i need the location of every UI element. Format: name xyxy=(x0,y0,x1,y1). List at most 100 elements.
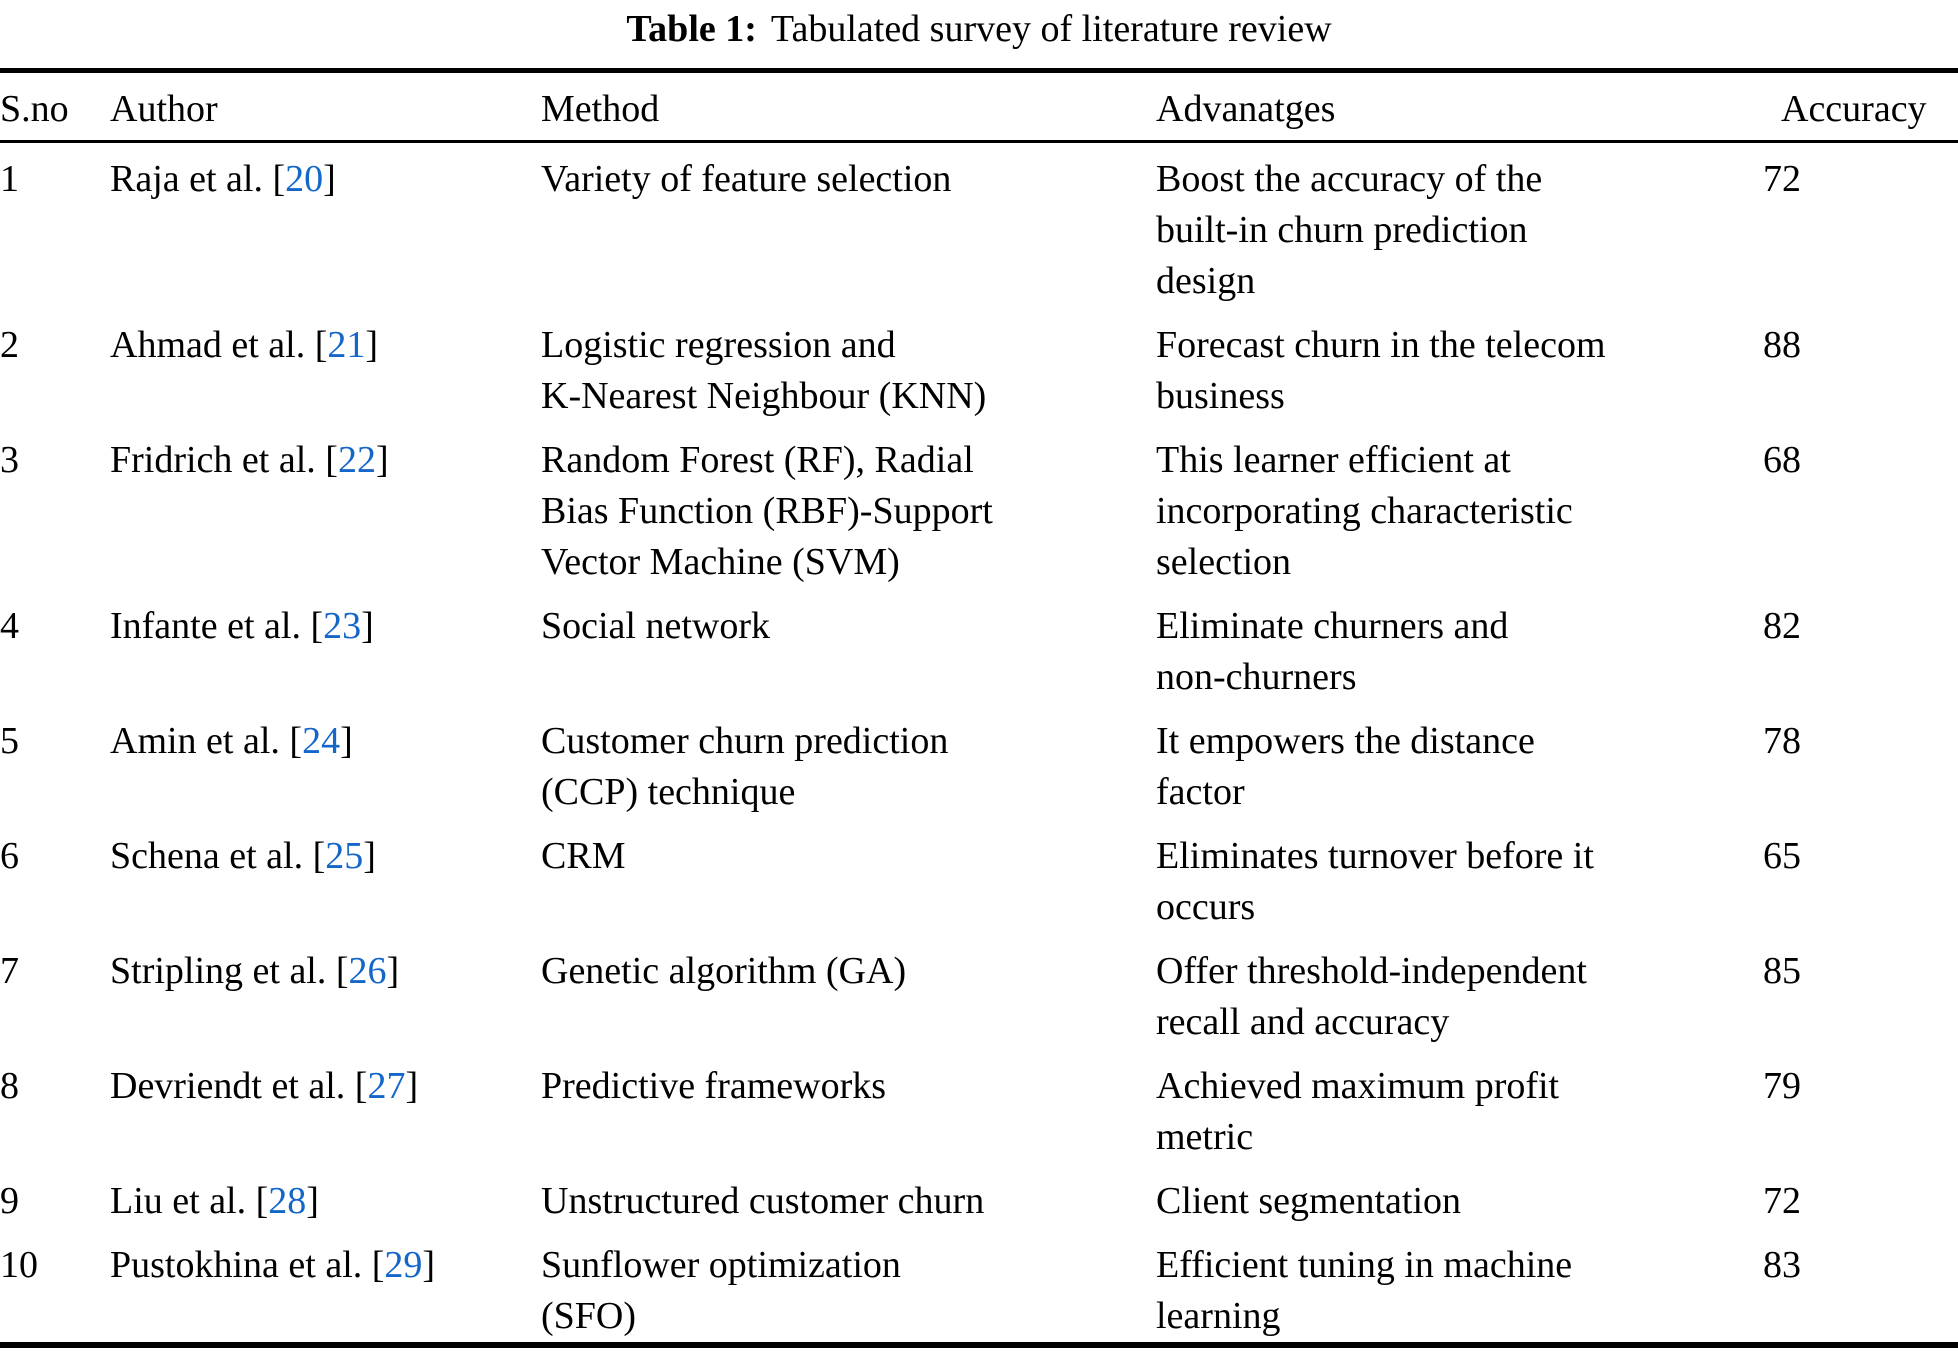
method-cell: Sunflower optimization (SFO) xyxy=(541,1244,901,1337)
accuracy-cell: 79 xyxy=(1763,1065,1801,1107)
author-cell: Liu et al. [28] xyxy=(110,1163,541,1227)
method-cell: Random Forest (RF), Radial Bias Function… xyxy=(541,439,993,583)
col-header-accuracy: Accuracy xyxy=(1781,88,1927,130)
table-row: 10 Pustokhina et al. [29] Sunflower optimi… xyxy=(0,1227,1958,1345)
advantages-cell: Eliminates turnover before it occurs xyxy=(1156,835,1594,928)
sno-cell: 6 xyxy=(0,835,19,877)
accuracy-cell: 78 xyxy=(1763,720,1801,762)
table-row: 2 Ahmad et al. [21] Logistic regression an… xyxy=(0,307,1958,422)
table-caption-label: Table 1: xyxy=(626,8,757,50)
sno-cell: 10 xyxy=(0,1244,38,1286)
table-caption-text: Tabulated survey of literature review xyxy=(770,8,1332,50)
advantages-cell: Boost the accuracy of the built-in churn… xyxy=(1156,158,1543,302)
advantages-cell: Achieved maximum profit metric xyxy=(1156,1065,1560,1158)
method-cell: Logistic regression and K-Nearest Neighb… xyxy=(541,324,987,417)
table-caption: Table 1: Tabulated survey of literature r… xyxy=(0,0,1958,54)
citation-bracket-open: [ xyxy=(315,439,338,481)
author-cell: Schena et al. [25] xyxy=(110,818,541,933)
author-name: Devriendt et al. xyxy=(110,1065,346,1107)
citation-ref-link[interactable]: 22 xyxy=(337,439,376,481)
sno-cell: 4 xyxy=(0,605,19,647)
sno-cell: 9 xyxy=(0,1180,19,1222)
table-body: 1 Raja et al. [20] Variety of feature sele… xyxy=(0,142,1958,1346)
author-cell: Pustokhina et al. [29] xyxy=(110,1227,541,1345)
advantages-cell: Efficient tuning in machine learning xyxy=(1156,1244,1573,1337)
header-row: S.no Author Method Advanatges Accuracy xyxy=(0,71,1958,142)
citation-ref-link[interactable]: 25 xyxy=(325,835,364,877)
accuracy-cell: 68 xyxy=(1763,439,1801,481)
author-name: Pustokhina et al. xyxy=(110,1244,363,1286)
citation-bracket-open: [ xyxy=(362,1244,385,1286)
citation-bracket-open: [ xyxy=(303,835,326,877)
table-row: 4 Infante et al. [23] Social network Elimin… xyxy=(0,588,1958,703)
citation-bracket-open: [ xyxy=(326,950,349,992)
citation-bracket-close: ] xyxy=(306,1180,319,1222)
method-cell: Customer churn prediction (CCP) techniqu… xyxy=(541,720,949,813)
author-name: Infante et al. xyxy=(110,605,301,647)
citation-bracket-close: ] xyxy=(386,950,400,992)
author-cell: Raja et al. [20] xyxy=(110,142,541,308)
citation-bracket-close: ] xyxy=(323,158,336,200)
citation-bracket-close: ] xyxy=(375,439,389,481)
method-cell: Social network xyxy=(541,605,771,647)
author-cell: Infante et al. [23] xyxy=(110,588,541,703)
accuracy-cell: 88 xyxy=(1763,324,1801,366)
author-cell: Devriendt et al. [27] xyxy=(110,1048,541,1163)
citation-ref-link[interactable]: 28 xyxy=(268,1180,307,1222)
citation-ref-link[interactable]: 20 xyxy=(285,158,324,200)
author-name: Stripling et al. xyxy=(110,950,327,992)
accuracy-cell: 83 xyxy=(1763,1244,1801,1286)
citation-ref-link[interactable]: 23 xyxy=(323,605,362,647)
advantages-cell: Forecast churn in the telecom business xyxy=(1156,324,1606,417)
col-header-advantages: Advanatges xyxy=(1156,88,1336,130)
citation-bracket-open: [ xyxy=(279,720,303,762)
citation-bracket-close: ] xyxy=(365,324,379,366)
sno-cell: 7 xyxy=(0,950,19,992)
method-cell: Genetic algorithm (GA) xyxy=(541,950,907,992)
table-row: 1 Raja et al. [20] Variety of feature sele… xyxy=(0,142,1958,308)
table-row: 8 Devriendt et al. [27] Predictive framewo… xyxy=(0,1048,1958,1163)
citation-ref-link[interactable]: 29 xyxy=(384,1244,423,1286)
citation-ref-link[interactable]: 26 xyxy=(348,950,387,992)
citation-bracket-open: [ xyxy=(345,1065,368,1107)
table-row: 9 Liu et al. [28] Unstructured customer ch… xyxy=(0,1163,1958,1227)
sno-cell: 3 xyxy=(0,439,19,481)
advantages-cell: Eliminate churners and non-churners xyxy=(1156,605,1509,698)
citation-bracket-close: ] xyxy=(340,720,353,762)
accuracy-cell: 72 xyxy=(1763,158,1801,200)
method-cell: CRM xyxy=(541,835,626,877)
author-name: Ahmad et al. xyxy=(110,324,306,366)
accuracy-cell: 65 xyxy=(1763,835,1801,877)
sno-cell: 2 xyxy=(0,324,19,366)
col-header-sno: S.no xyxy=(0,88,69,130)
advantages-cell: Client segmentation xyxy=(1156,1180,1462,1222)
citation-ref-link[interactable]: 24 xyxy=(302,720,341,762)
table-header: S.no Author Method Advanatges Accuracy xyxy=(0,71,1958,142)
author-name: Raja et al. xyxy=(110,158,263,200)
author-cell: Ahmad et al. [21] xyxy=(110,307,541,422)
method-cell: Variety of feature selection xyxy=(541,158,952,200)
advantages-cell: Offer threshold-independent recall and a… xyxy=(1156,950,1587,1043)
col-header-method: Method xyxy=(541,88,660,130)
table-row: 6 Schena et al. [25] CRM Eliminates turnove… xyxy=(0,818,1958,933)
method-cell: Predictive frameworks xyxy=(541,1065,887,1107)
citation-ref-link[interactable]: 21 xyxy=(327,324,366,366)
citation-bracket-close: ] xyxy=(422,1244,436,1286)
citation-bracket-close: ] xyxy=(405,1065,419,1107)
table-row: 3 Fridrich et al. [22] Random Forest (RF),… xyxy=(0,422,1958,588)
advantages-cell: It empowers the distance factor xyxy=(1156,720,1535,813)
accuracy-cell: 85 xyxy=(1763,950,1801,992)
citation-bracket-close: ] xyxy=(363,835,376,877)
author-name: Fridrich et al. xyxy=(110,439,316,481)
accuracy-cell: 82 xyxy=(1763,605,1801,647)
author-name: Liu et al. xyxy=(110,1180,247,1222)
citation-bracket-open: [ xyxy=(300,605,324,647)
col-header-author: Author xyxy=(110,88,218,130)
author-cell: Fridrich et al. [22] xyxy=(110,422,541,588)
citation-ref-link[interactable]: 27 xyxy=(367,1065,406,1107)
table-row: 7 Stripling et al. [26] Genetic algorithm … xyxy=(0,933,1958,1048)
advantages-cell: This learner efficient at incorporating … xyxy=(1156,439,1573,583)
method-cell: Unstructured customer churn xyxy=(541,1180,985,1222)
literature-review-table: S.no Author Method Advanatges Accuracy 1… xyxy=(0,68,1958,1348)
